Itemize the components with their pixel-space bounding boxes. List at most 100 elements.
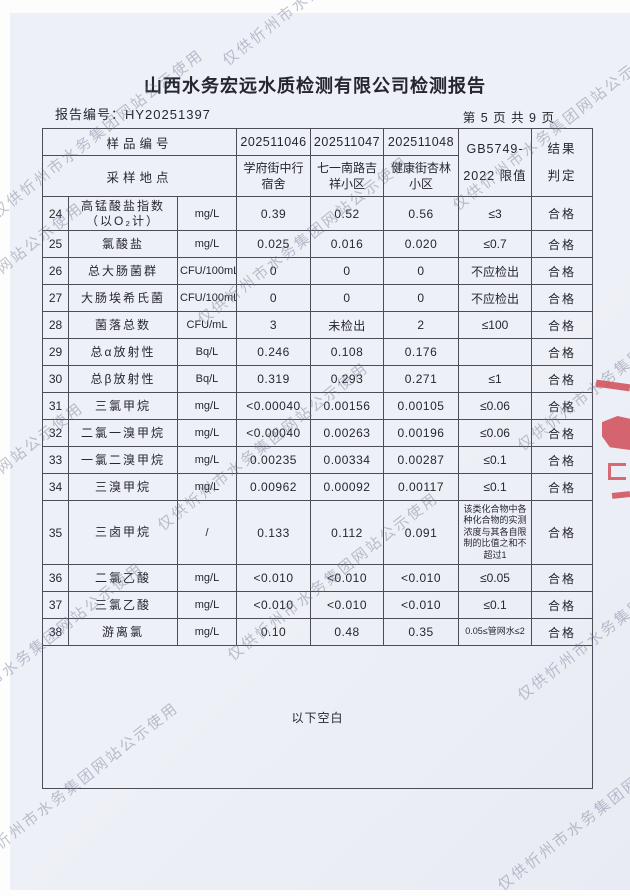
value-cell-sample-2: 0.112 [310,500,384,565]
result-column-header: 结果 判定 [531,128,593,197]
row-number: 28 [42,311,69,339]
result-row: 29 总α放射性 Bq/L 0.246 0.108 0.176 合格 [42,338,593,366]
value-cell-sample-2: 0.108 [310,338,384,366]
value-cell-sample-3: 0.091 [383,500,459,565]
value-cell-sample-3: 0 [383,284,459,312]
result-row: 31 三氯甲烷 mg/L <0.00040 0.00156 0.00105 ≤0.06 合格 [42,392,593,420]
value-cell-sample-2: 0.00092 [310,473,384,501]
row-number: 34 [42,473,69,501]
value-cell-sample-2: 0 [310,284,384,312]
value-cell-sample-1: 0 [236,257,311,285]
page-title: 山西水务宏远水质检测有限公司检测报告 [144,76,486,96]
parameter-name: 三氯甲烷 [68,392,178,420]
result-cell: 合格 [531,500,593,565]
limit-cell [458,338,532,366]
result-cell: 合格 [531,338,593,366]
result-header-line1: 结果 [547,141,577,156]
result-cell: 合格 [531,257,593,285]
result-row: 30 总β放射性 Bq/L 0.319 0.293 0.271 ≤1 合格 [42,365,593,393]
value-cell-sample-3: 0.00105 [383,392,459,420]
result-cell: 合格 [531,196,593,231]
result-row: 33 一氯二溴甲烷 mg/L 0.00235 0.00334 0.00287 ≤0.1 合格 [42,446,593,474]
result-row: 34 三溴甲烷 mg/L 0.00962 0.00092 0.00117 ≤0.1 合格 [42,473,593,501]
page-indicator: 第 5 页 共 9 页 [462,111,555,125]
value-cell-sample-1: 0.00235 [236,446,311,474]
value-cell-sample-1: 0.246 [236,338,311,366]
result-row: 38 游离氯 mg/L 0.10 0.48 0.35 0.05≤管网水≤2 合格 [42,618,593,646]
unit-cell: / [177,500,237,565]
value-cell-sample-2: 0.00263 [310,419,384,447]
row-number: 31 [42,392,69,420]
parameter-name: 高锰酸盐指数 （以O₂计） [68,196,178,231]
value-cell-sample-3: 0.271 [383,365,459,393]
limit-cell: 不应检出 [458,257,532,285]
result-cell: 合格 [531,473,593,501]
limit-cell: ≤1 [458,365,532,393]
value-cell-sample-1: <0.00040 [236,392,311,420]
unit-cell: mg/L [177,591,237,619]
value-cell-sample-2: 0.00334 [310,446,384,474]
parameter-name: 二氯一溴甲烷 [68,419,178,447]
value-cell-sample-2: 0 [310,257,384,285]
parameter-name: 游离氯 [68,618,178,646]
row-number: 29 [42,338,69,366]
limit-cell: ≤0.1 [458,446,532,474]
value-cell-sample-3: 0 [383,257,459,285]
blank-filler-row: 以下空白 [42,645,593,789]
limit-cell: ≤0.05 [458,564,532,592]
limit-header-line2: 2022 限值 [463,168,527,183]
parameter-name: 总β放射性 [68,365,178,393]
value-cell-sample-3: 0.176 [383,338,459,366]
result-cell: 合格 [531,419,593,447]
limit-cell: ≤100 [458,311,532,339]
limit-cell: 不应检出 [458,284,532,312]
parameter-name: 三溴甲烷 [68,473,178,501]
parameter-name: 氯酸盐 [68,230,178,258]
unit-cell: mg/L [177,473,237,501]
sample-id-2: 202511047 [310,128,384,156]
unit-cell: mg/L [177,230,237,258]
value-cell-sample-1: 0.025 [236,230,311,258]
location-2: 七一南路吉祥小区 [310,155,384,197]
below-blank-note: 以下空白 [42,645,593,789]
value-cell-sample-2: 0.48 [310,618,384,646]
value-cell-sample-2: 0.52 [310,196,384,231]
unit-cell: Bq/L [177,338,237,366]
value-cell-sample-3: 0.00287 [383,446,459,474]
row-number: 24 [42,196,69,231]
header-row-sample-ids: 样品编号 202511046 202511047 202511048 GB574… [42,128,593,197]
limit-header-line1: GB5749- [466,141,524,156]
limit-cell: ≤0.7 [458,230,532,258]
limit-column-header: GB5749- 2022 限值 [458,128,532,197]
row-number: 26 [42,257,69,285]
row-number: 32 [42,419,69,447]
parameter-name: 总α放射性 [68,338,178,366]
value-cell-sample-1: 0.10 [236,618,311,646]
unit-cell: mg/L [177,392,237,420]
location-1: 学府街中行宿舍 [236,155,311,197]
result-row: 25 氯酸盐 mg/L 0.025 0.016 0.020 ≤0.7 合格 [42,230,593,258]
parameter-name: 一氯二溴甲烷 [68,446,178,474]
parameter-name: 二氯乙酸 [68,564,178,592]
sample-id-3: 202511048 [383,128,459,156]
limit-cell: ≤0.1 [458,473,532,501]
value-cell-sample-3: 2 [383,311,459,339]
result-cell: 合格 [531,591,593,619]
result-row: 26 总大肠菌群 CFU/100mL 0 0 0 不应检出 合格 [42,257,593,285]
value-cell-sample-2: 0.016 [310,230,384,258]
limit-cell: ≤0.06 [458,419,532,447]
value-cell-sample-3: 0.35 [383,618,459,646]
unit-cell: mg/L [177,196,237,231]
result-row: 28 菌落总数 CFU/mL 3 未检出 2 ≤100 合格 [42,311,593,339]
value-cell-sample-1: 0.39 [236,196,311,231]
value-cell-sample-3: <0.010 [383,564,459,592]
value-cell-sample-2: <0.010 [310,591,384,619]
parameter-name: 三卤甲烷 [68,500,178,565]
value-cell-sample-3: 0.00196 [383,419,459,447]
location-3: 健康街杏林小区 [383,155,459,197]
row-number: 30 [42,365,69,393]
unit-cell: mg/L [177,446,237,474]
value-cell-sample-1: 3 [236,311,311,339]
limit-cell: ≤0.1 [458,591,532,619]
limit-cell: ≤0.06 [458,392,532,420]
